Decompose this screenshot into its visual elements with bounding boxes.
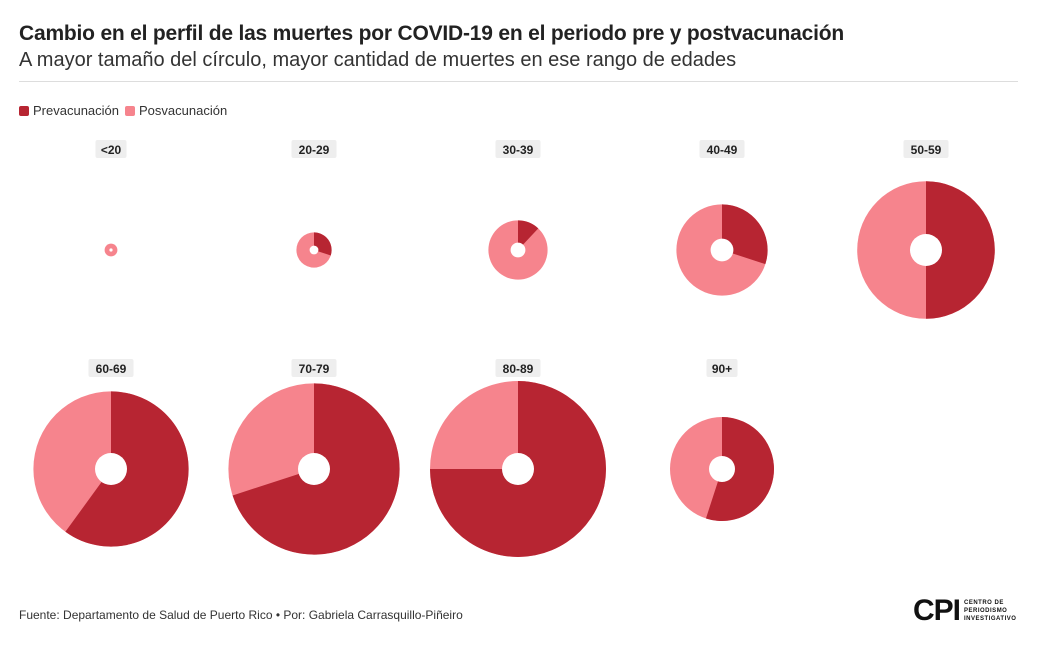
chart-subtitle: A mayor tamaño del círculo, mayor cantid… bbox=[19, 49, 737, 71]
age-label-30-39: 30-39 bbox=[503, 143, 534, 157]
legend: Prevacunación Posvacunación bbox=[19, 103, 233, 118]
age-label-bg-under-20 bbox=[95, 140, 127, 158]
donut-hole-80-89 bbox=[502, 453, 534, 485]
age-label-50-59: 50-59 bbox=[911, 143, 942, 157]
donut-under-20 bbox=[104, 243, 118, 257]
donut-hole-20-29 bbox=[309, 245, 319, 255]
donut-40-49 bbox=[676, 204, 768, 296]
slice-pre-30-39 bbox=[518, 220, 539, 250]
cpi-logo: CPI CENTRO DE PERIODISMO INVESTIGATIVO bbox=[913, 596, 1024, 626]
donut-hole-40-49 bbox=[710, 238, 734, 262]
slice-pre-20-29 bbox=[314, 232, 332, 256]
legend-label-pre: Prevacunación bbox=[33, 103, 119, 118]
donut-hole-50-59 bbox=[910, 234, 942, 266]
age-label-bg-60-69 bbox=[88, 359, 134, 377]
age-label-bg-30-39 bbox=[495, 140, 541, 158]
age-label-bg-50-59 bbox=[903, 140, 949, 158]
donut-70-79 bbox=[228, 383, 400, 555]
age-label-70-79: 70-79 bbox=[299, 362, 330, 376]
legend-label-post: Posvacunación bbox=[139, 103, 228, 118]
header-divider bbox=[19, 81, 1018, 82]
age-label-under-20: <20 bbox=[101, 143, 122, 157]
donut-hole-90 bbox=[709, 456, 735, 482]
donut-hole-70-79 bbox=[298, 453, 330, 485]
donut-30-39 bbox=[488, 220, 548, 280]
age-label-bg-70-79 bbox=[291, 359, 337, 377]
legend-swatch-pre bbox=[19, 105, 29, 116]
age-label-80-89: 80-89 bbox=[503, 362, 534, 376]
slice-pre-40-49 bbox=[722, 204, 768, 265]
donut-90 bbox=[670, 417, 774, 521]
legend-item-post: Posvacunación bbox=[125, 103, 227, 118]
age-label-bg-20-29 bbox=[291, 140, 337, 158]
age-label-bg-80-89 bbox=[495, 359, 541, 377]
donut-50-59 bbox=[857, 181, 995, 319]
age-label-bg-40-49 bbox=[699, 140, 745, 158]
chart-title: Cambio en el perfil de las muertes por C… bbox=[19, 22, 844, 45]
logo-mark: CPI bbox=[913, 594, 961, 627]
age-label-bg-90 bbox=[706, 359, 738, 377]
age-label-90: 90+ bbox=[712, 362, 732, 376]
source-credit: Fuente: Departamento de Salud de Puerto … bbox=[19, 608, 463, 622]
slice-pre-50-59 bbox=[926, 181, 995, 319]
donut-60-69 bbox=[33, 391, 189, 547]
age-label-20-29: 20-29 bbox=[299, 143, 330, 157]
logo-text: CENTRO DE PERIODISMO INVESTIGATIVO bbox=[964, 600, 1017, 622]
donut-hole-under-20 bbox=[109, 248, 113, 252]
legend-swatch-post bbox=[125, 105, 135, 116]
donut-hole-60-69 bbox=[95, 453, 127, 485]
age-label-40-49: 40-49 bbox=[707, 143, 738, 157]
slice-pre-90 bbox=[705, 417, 774, 521]
donut-20-29 bbox=[296, 232, 332, 268]
donut-80-89 bbox=[430, 381, 606, 557]
legend-item-pre: Prevacunación bbox=[19, 103, 119, 118]
age-label-60-69: 60-69 bbox=[96, 362, 127, 376]
donut-hole-30-39 bbox=[510, 242, 526, 258]
